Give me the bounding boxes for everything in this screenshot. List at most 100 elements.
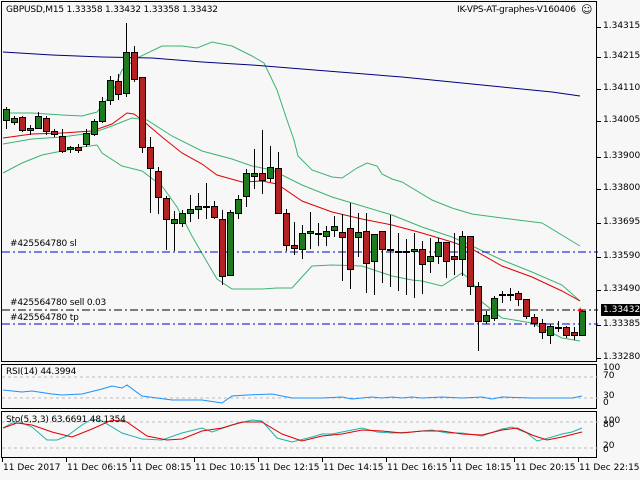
- time-label: 11 Dec 10:15: [195, 463, 256, 473]
- time-label: 11 Dec 20:15: [515, 463, 576, 473]
- candle: [259, 130, 266, 194]
- price-tick: [597, 290, 601, 291]
- price-label: 1.33800: [603, 183, 640, 193]
- price-tick: [597, 257, 601, 258]
- candle: [203, 183, 210, 219]
- candle: [531, 314, 538, 327]
- time-tick: [322, 458, 323, 462]
- candle: [59, 129, 66, 153]
- candle: [99, 97, 106, 123]
- candle: [499, 291, 506, 303]
- price-tick: [597, 89, 601, 90]
- sell-arrow-icon: ✦: [576, 306, 584, 317]
- price-tick: [597, 223, 601, 224]
- candle: [331, 216, 338, 237]
- candle: [515, 291, 522, 306]
- candle: [83, 129, 90, 147]
- tp-line-label: #425564780 tp: [10, 313, 79, 323]
- smiley-icon[interactable]: ☺: [581, 3, 593, 16]
- price-label: 1.33385: [603, 319, 640, 329]
- candle: [555, 321, 562, 332]
- price-label: 1.33695: [603, 217, 640, 227]
- candle: [235, 195, 242, 219]
- candle: [299, 225, 306, 259]
- price-label: 1.33280: [603, 352, 640, 362]
- candle: [563, 326, 570, 338]
- candle: [363, 213, 370, 293]
- candle: [155, 167, 162, 214]
- candle: [451, 233, 458, 275]
- candle: [163, 196, 170, 250]
- rsi-level-30: 30: [603, 391, 615, 401]
- candle: [19, 116, 26, 132]
- candle: [427, 238, 434, 273]
- candle: [115, 74, 122, 100]
- time-tick: [450, 458, 451, 462]
- stochastic-label: Sto(5,3,3) 63.6691 48.1354: [6, 415, 126, 425]
- candle: [395, 233, 402, 291]
- candle: [403, 239, 410, 295]
- time-label: 11 Dec 14:15: [323, 463, 384, 473]
- candle: [67, 146, 74, 153]
- stochastic-pane[interactable]: Sto(5,3,3) 63.6691 48.1354: [1, 411, 598, 458]
- candle: [371, 234, 378, 295]
- stochastic-chart: [2, 418, 598, 449]
- time-tick: [514, 458, 515, 462]
- candle: [571, 327, 578, 340]
- candle: [323, 226, 330, 246]
- price-label: 1.34315: [603, 21, 640, 31]
- price-tick: [597, 157, 601, 158]
- candle: [11, 116, 18, 125]
- time-tick: [2, 458, 3, 462]
- candle: [195, 193, 202, 219]
- time-label: 11 Dec 2017: [3, 463, 61, 473]
- time-tick: [386, 458, 387, 462]
- candle: [179, 210, 186, 227]
- time-tick: [258, 458, 259, 462]
- price-tick: [597, 121, 601, 122]
- candle: [275, 152, 282, 214]
- candle: [171, 211, 178, 251]
- sto-signal-line: [2, 419, 583, 442]
- time-label: 11 Dec 06:15: [67, 463, 128, 473]
- sto-level-100: 100: [603, 416, 621, 426]
- candle: [539, 319, 546, 339]
- time-tick: [578, 458, 579, 462]
- candle: [147, 137, 154, 213]
- time-label: 11 Dec 16:15: [387, 463, 448, 473]
- candle: [387, 215, 394, 287]
- candle: [419, 241, 426, 294]
- candle: [491, 296, 498, 321]
- candle: [51, 129, 58, 137]
- candlestick-chart: ✦: [2, 23, 598, 351]
- symbol-info: GBPUSD,M15 1.33358 1.33432 1.33358 1.334…: [6, 5, 218, 15]
- candle: [523, 299, 530, 319]
- candle: [43, 116, 50, 135]
- candle: [291, 222, 298, 255]
- candle: [347, 203, 354, 289]
- candle: [267, 146, 274, 182]
- candle: [227, 210, 234, 276]
- candle: [35, 112, 42, 129]
- sto-level-0: 0: [603, 445, 609, 455]
- sto-main-line: [2, 418, 583, 443]
- ma-long-line: [2, 51, 581, 97]
- price-tick: [597, 57, 601, 58]
- rsi-pane[interactable]: RSI(14) 44.3994: [1, 364, 598, 409]
- candle: [459, 231, 466, 276]
- candle: [251, 149, 258, 189]
- sell-line-label: #425564780 sell 0.03: [10, 298, 107, 308]
- sto-level-80: 80: [603, 420, 615, 430]
- time-label: 11 Dec 12:15: [259, 463, 320, 473]
- price-tick: [597, 27, 601, 28]
- candle: [483, 311, 490, 324]
- candle: [123, 23, 130, 97]
- price-label: 1.33900: [603, 151, 640, 161]
- sl-line-label: #425564780 sl: [10, 239, 77, 249]
- price-chart-pane[interactable]: ✦ GBPUSD,M15 1.33358 1.33432 1.33358 1.3…: [1, 1, 598, 362]
- candle: [475, 282, 482, 351]
- candle: [435, 238, 442, 264]
- current-price-label: 1.33432: [601, 304, 640, 316]
- candle: [91, 119, 98, 136]
- price-label: 1.33590: [603, 251, 640, 261]
